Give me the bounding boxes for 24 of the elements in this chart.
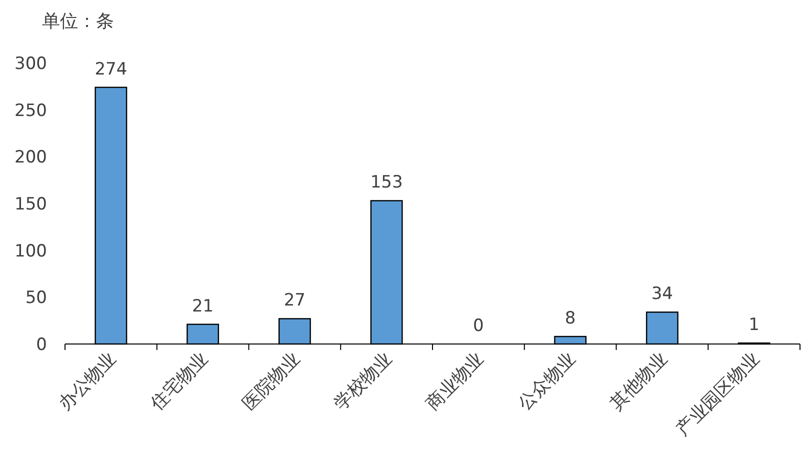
data-label: 21 bbox=[192, 296, 214, 316]
data-label: 8 bbox=[564, 308, 576, 329]
data-label: 27 bbox=[284, 290, 306, 311]
y-tick-label: 250 bbox=[14, 100, 47, 121]
x-tick-label: 办公物业 bbox=[54, 348, 120, 414]
x-tick-label: 公众物业 bbox=[514, 348, 580, 414]
y-tick-label: 200 bbox=[14, 148, 47, 168]
x-tick-label: 产业园区物业 bbox=[672, 348, 764, 440]
x-tick-label: 医院物业 bbox=[238, 348, 304, 414]
x-tick-label: 住宅物业 bbox=[146, 348, 212, 416]
y-tick-label: 150 bbox=[14, 194, 47, 214]
y-tick-label: 300 bbox=[14, 54, 47, 74]
x-tick-label: 商业物业 bbox=[422, 348, 488, 414]
y-tick-label: 50 bbox=[25, 288, 47, 308]
data-label: 274 bbox=[94, 59, 128, 80]
y-axis-title: 单位：条 bbox=[42, 11, 114, 32]
x-tick-label: 学校物业 bbox=[330, 348, 396, 414]
x-tick-label: 其他物业 bbox=[606, 348, 672, 414]
y-tick-label: 0 bbox=[36, 335, 47, 355]
data-label: 153 bbox=[370, 172, 403, 193]
data-label: 1 bbox=[748, 315, 760, 336]
y-tick-label: 100 bbox=[14, 241, 47, 262]
data-label: 34 bbox=[651, 284, 674, 304]
data-label: 0 bbox=[473, 316, 484, 336]
